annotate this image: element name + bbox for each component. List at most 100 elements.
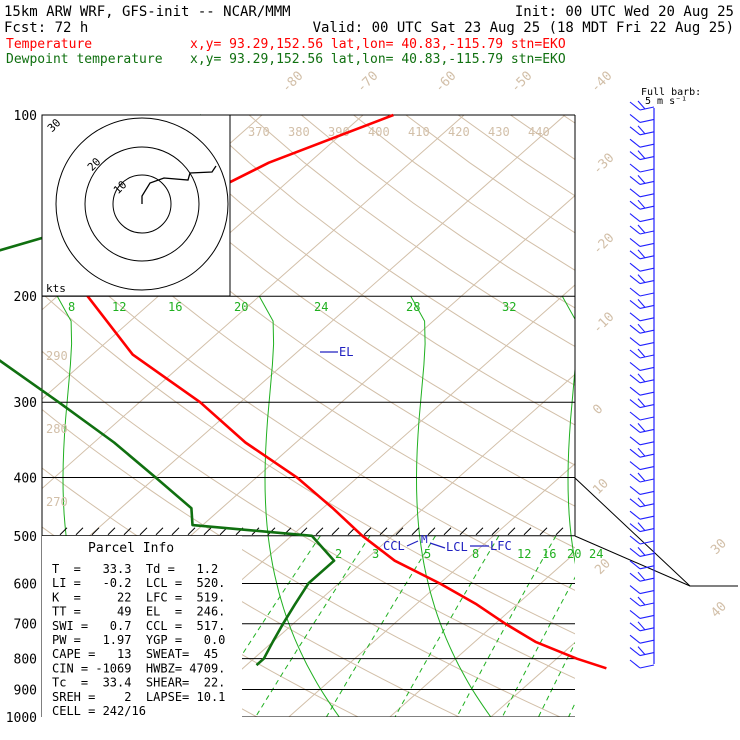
wind-barb <box>629 125 655 136</box>
theta-label: 390 <box>328 125 350 139</box>
wind-barb <box>629 485 655 495</box>
header-valid-time: Valid: 00 UTC Sat 23 Aug 25 (18 MDT Fri … <box>313 20 734 36</box>
isotherm-label: 30 <box>708 536 730 558</box>
legend-dewpoint-info: x,y= 93.29,152.56 lat,lon= 40.83,-115.79… <box>190 52 566 67</box>
wind-barb <box>629 299 655 309</box>
tropopause-tick <box>411 527 420 536</box>
hodograph-unit: kts <box>46 282 66 295</box>
pressure-tick-label: 500 <box>14 530 37 545</box>
tropopause-tick <box>507 527 516 536</box>
mixing-ratio-low-label: 20 <box>567 547 581 561</box>
mixing-ratio-top-label: 12 <box>112 300 126 314</box>
pressure-tick-label: 100 <box>14 109 37 124</box>
level-annotations: EL CCL LCL LFC M <box>320 345 512 554</box>
pressure-tick-label: 900 <box>14 683 37 698</box>
theta-label: 410 <box>408 125 430 139</box>
tropopause-tick <box>475 527 484 536</box>
isotherm-line <box>389 552 575 717</box>
pressure-tick-label: 300 <box>14 396 37 411</box>
parcel-info-row: TT = 49 EL = 246. <box>52 605 225 619</box>
wind-barb <box>629 249 655 260</box>
tropopause-tick <box>187 527 196 536</box>
theta-side-label: 280 <box>46 422 68 436</box>
tropopause-tick <box>203 527 212 536</box>
wind-barb <box>629 348 655 359</box>
isotherm-label: 0 <box>590 402 606 418</box>
dry-adiabat-line <box>405 115 575 234</box>
header-forecast-hour: Fcst: 72 h <box>4 20 88 36</box>
pressure-tick-label: 700 <box>14 618 37 633</box>
mixing-ratio-low-label: 5 <box>424 547 431 561</box>
dry-adiabat-line <box>301 115 575 309</box>
moist-adiabat-line <box>410 295 492 717</box>
wind-barb <box>629 163 655 173</box>
header-model-title: 15km ARW WRF, GFS-init -- NCAR/MMM <box>4 4 291 20</box>
mixing-ratio-dashed-line <box>255 535 371 717</box>
parcel-info-box: Parcel Info T = 33.3 Td = 1.2LI = -0.2 L… <box>42 536 242 718</box>
mixing-ratio-top-label: 28 <box>406 300 420 314</box>
legend-dewpoint: Dewpoint temperature <box>6 52 163 67</box>
wind-barb <box>629 188 655 198</box>
wind-barb <box>629 237 655 247</box>
wind-barb <box>629 138 655 148</box>
tropopause-tick <box>123 527 132 536</box>
barb-legend-unit: 5 m s⁻¹ <box>645 96 687 107</box>
wind-barb <box>629 461 655 471</box>
dry-adiabat-line <box>91 115 575 466</box>
wind-barb <box>629 213 655 223</box>
wind-barb <box>629 398 655 409</box>
dry-adiabat-line <box>42 292 575 635</box>
legend-temperature: Temperature <box>6 37 92 52</box>
mixing-ratio-dashed-line <box>456 535 557 717</box>
isotherm-line <box>288 463 575 717</box>
wind-barb <box>629 150 655 161</box>
tropopause-tick <box>555 527 564 536</box>
barb-legend-title: Full barb: <box>641 87 701 98</box>
dry-adiabat-line <box>196 115 575 386</box>
isotherm-line <box>42 115 364 400</box>
isotherm-label: -70 <box>354 69 381 96</box>
wind-barb <box>629 323 655 334</box>
isotherm-label: -10 <box>590 310 617 337</box>
dry-adiabat-line <box>42 408 561 717</box>
pressure-tick-label: 400 <box>14 471 37 486</box>
isotherm-label: -40 <box>588 69 615 96</box>
tropopause-tick <box>491 527 500 536</box>
parcel-info-row: CIN = -1069 HWBZ= 4709. <box>52 661 225 675</box>
wind-barb <box>629 337 655 347</box>
isotherm-line <box>693 115 740 717</box>
theta-label: 370 <box>248 125 270 139</box>
wind-barb <box>629 373 655 384</box>
lfc-label: LFC <box>490 539 512 553</box>
isotherm-label: -20 <box>590 231 617 258</box>
wind-barb <box>629 646 655 657</box>
wind-barb <box>629 100 655 111</box>
parcel-info-row: LI = -0.2 LCL = 520. <box>52 576 225 590</box>
tropopause-tick <box>171 527 180 536</box>
wind-barb <box>629 411 655 421</box>
lcl-point-marker: M <box>421 533 428 546</box>
legend-temperature-info: x,y= 93.29,152.56 lat,lon= 40.83,-115.79… <box>190 37 566 52</box>
parcel-info-row: CAPE = 13 SWEAT= 45 <box>52 647 218 661</box>
wind-barb <box>629 262 655 272</box>
lcl-marker-line <box>429 542 446 549</box>
theta-label: 440 <box>528 125 550 139</box>
ccl-label: CCL <box>383 539 405 553</box>
wind-barb <box>629 659 655 669</box>
mixing-ratio-dashed-line <box>617 536 703 717</box>
parcel-info-row: SREH = 2 LAPSE= 10.1 <box>52 690 225 704</box>
wind-barb <box>629 287 655 297</box>
mixing-ratio-low-label: 24 <box>589 547 603 561</box>
hodograph-ring-30 <box>55 117 229 291</box>
isotherm-label: 40 <box>708 599 730 621</box>
tropopause-tick <box>443 527 452 536</box>
mixing-ratio-top-label: 32 <box>502 300 516 314</box>
parcel-info-row: SWI = 0.7 CCL = 517. <box>52 619 225 633</box>
isotherm-line <box>592 115 740 717</box>
tropopause-tick <box>523 527 532 536</box>
isotherm-line <box>187 373 575 717</box>
moist-adiabat-line <box>561 295 575 565</box>
parcel-info-row: K = 22 LFC = 519. <box>52 590 225 604</box>
theta-label: 400 <box>368 125 390 139</box>
